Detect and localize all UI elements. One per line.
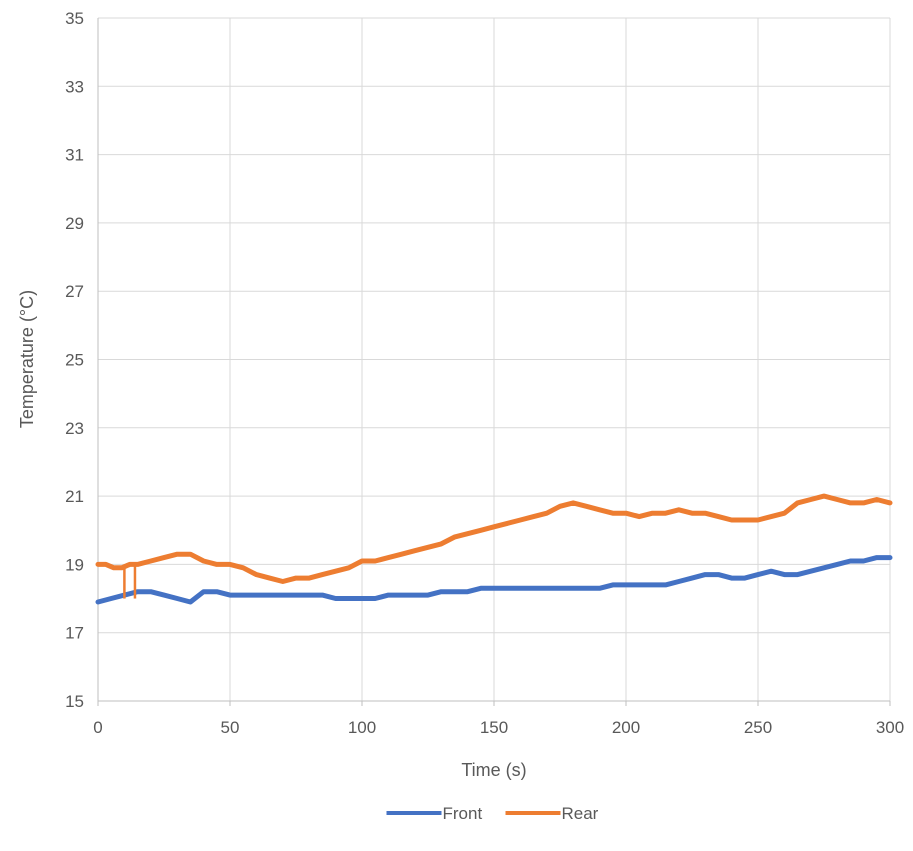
x-tick-labels: 0 50 100 150 200 250 300 (93, 718, 904, 737)
x-tick-label: 200 (612, 718, 640, 737)
y-tick-label: 23 (65, 419, 84, 438)
y-tick-label: 35 (65, 9, 84, 28)
y-axis-title: Temperature (°C) (17, 290, 37, 428)
series-line-rear (95, 493, 893, 584)
y-tick-label: 31 (65, 146, 84, 165)
y-tick-label: 25 (65, 351, 84, 370)
series-lines (95, 493, 893, 605)
x-tick-label: 250 (744, 718, 772, 737)
legend-label-rear: Rear (562, 804, 599, 823)
y-tick-label: 33 (65, 77, 84, 96)
y-tick-label: 15 (65, 692, 84, 711)
legend: Front Rear (386, 804, 599, 823)
x-tick-label: 0 (93, 718, 102, 737)
x-tick-label: 150 (480, 718, 508, 737)
gridlines (97, 17, 891, 702)
legend-label-front: Front (443, 804, 483, 823)
axes (97, 18, 891, 706)
series-line-front (95, 555, 893, 605)
y-tick-label: 27 (65, 282, 84, 301)
x-axis-title: Time (s) (461, 760, 526, 780)
y-tick-labels: 15 17 19 21 23 25 27 29 31 33 35 (65, 9, 84, 711)
y-tick-label: 17 (65, 624, 84, 643)
x-tick-label: 300 (876, 718, 904, 737)
y-tick-label: 19 (65, 555, 84, 574)
y-tick-label: 29 (65, 214, 84, 233)
x-tick-label: 100 (348, 718, 376, 737)
y-tick-label: 21 (65, 487, 84, 506)
x-tick-label: 50 (221, 718, 240, 737)
